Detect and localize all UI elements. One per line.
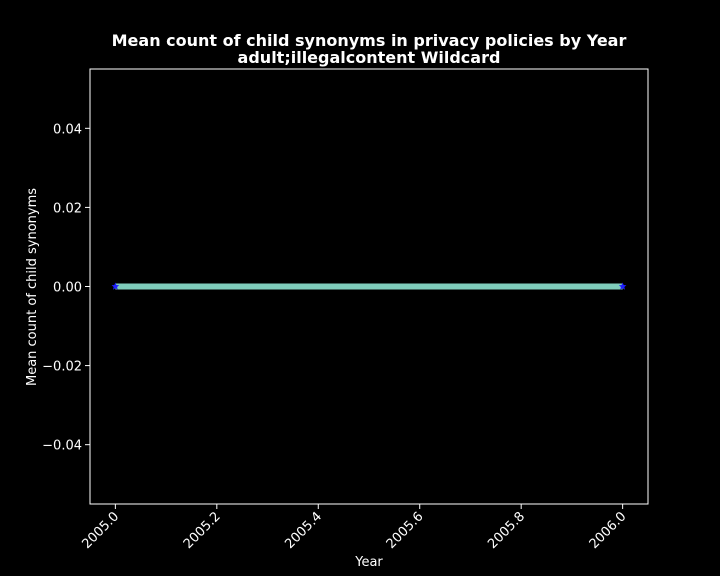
y-tick-label: −0.04 xyxy=(42,439,82,454)
y-tick-label: 0.00 xyxy=(53,281,82,296)
plot-area: 2005.0 2005.2 2005.4 2005.6 2005.8 2006.0 −0.… xyxy=(42,68,649,552)
x-tick-label: 2006.0 xyxy=(587,509,630,552)
data-point-marker xyxy=(111,282,120,290)
data-point-marker xyxy=(618,282,627,290)
chart-title: Mean count of child synonyms in privacy … xyxy=(112,31,627,50)
x-tick-label: 2005.8 xyxy=(485,509,528,552)
x-tick-label: 2005.2 xyxy=(181,509,224,552)
y-tick-label: 0.02 xyxy=(53,201,82,216)
x-tick-label: 2005.0 xyxy=(79,509,122,552)
x-axis: 2005.0 2005.2 2005.4 2005.6 2005.8 2006.0 xyxy=(79,504,629,552)
y-tick-label: 0.04 xyxy=(53,122,82,137)
y-axis: −0.04 −0.02 0.00 0.02 0.04 xyxy=(42,122,90,454)
x-axis-label: Year xyxy=(354,555,383,570)
x-tick-label: 2005.4 xyxy=(282,509,325,552)
chart-subtitle: adult;illegalcontent Wildcard xyxy=(238,48,501,67)
y-tick-label: −0.02 xyxy=(42,360,82,375)
x-tick-label: 2005.6 xyxy=(384,509,427,552)
y-axis-label: Mean count of child synonyms xyxy=(25,188,40,386)
series-layer xyxy=(111,282,627,290)
